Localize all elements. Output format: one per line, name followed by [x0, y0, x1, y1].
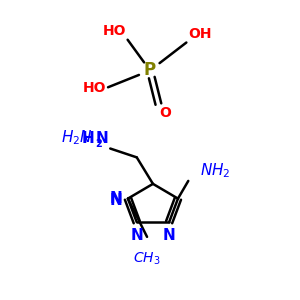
Text: $CH_3$: $CH_3$: [133, 250, 161, 266]
Text: N: N: [95, 131, 108, 146]
Text: HO: HO: [103, 24, 126, 38]
Text: O: O: [159, 106, 171, 120]
Text: N: N: [110, 193, 123, 208]
Text: $NH_2$: $NH_2$: [200, 161, 231, 180]
Text: 2: 2: [95, 139, 102, 148]
Text: $H_2N$: $H_2N$: [61, 128, 93, 147]
Text: HO: HO: [82, 81, 106, 95]
Text: OH: OH: [188, 27, 212, 41]
Text: H: H: [81, 131, 94, 146]
Text: N: N: [110, 191, 123, 206]
Text: N: N: [163, 228, 175, 243]
Text: P: P: [144, 61, 156, 80]
Text: N: N: [130, 228, 143, 243]
